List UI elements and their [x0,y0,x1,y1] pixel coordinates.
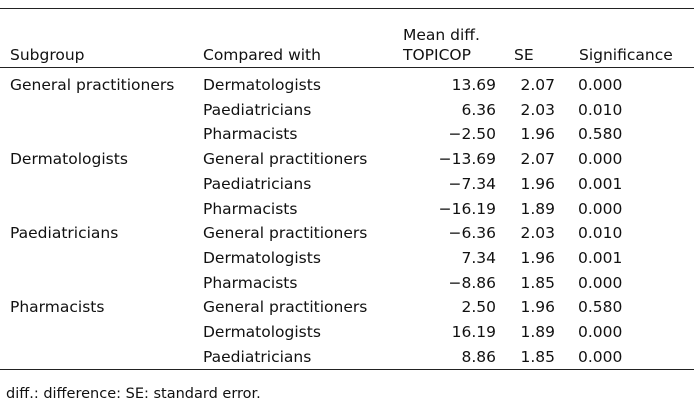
cell-compared-with: General practitioners [203,224,368,243]
cell-se: 1.89 [520,199,555,218]
table-row: Paediatricians General practitioners −6.36… [0,221,694,246]
cell-se: 2.07 [520,76,555,94]
cell-se: 1.89 [520,323,555,342]
cell-subgroup [0,98,193,123]
table-footnote: diff.: difference: SE: standard error. [6,386,261,402]
cell-mean-diff: −2.50 [448,125,497,144]
cell-significance: 0.000 [578,76,623,94]
cell-mean-diff: −6.36 [448,224,497,243]
cell-subgroup: General practitioners [10,76,175,94]
cell-compared-with: Pharmacists [203,125,298,144]
cell-se: 1.96 [520,174,555,193]
cell-se: 1.96 [520,125,555,144]
cell-subgroup [0,345,193,370]
cell-compared-with: Dermatologists [203,76,321,94]
cell-se: 2.07 [520,150,555,169]
cell-subgroup: Paediatricians [10,224,119,243]
cell-se: 1.85 [520,273,555,292]
table-bottom-rule [0,369,694,371]
cell-subgroup: Pharmacists [10,298,105,317]
cell-significance: 0.000 [578,199,623,218]
cell-se: 2.03 [520,224,555,243]
cell-compared-with: Pharmacists [203,273,298,292]
cell-compared-with: General practitioners [203,298,368,317]
table-row: Pharmacists −2.50 1.96 0.580 [0,122,694,147]
cell-mean-diff: −16.19 [438,199,496,218]
cell-se: 2.03 [520,100,555,119]
cell-subgroup [0,197,193,222]
table-header-rule [0,67,694,68]
header-significance: Significance [579,46,673,64]
cell-significance: 0.000 [578,347,623,366]
cell-mean-diff: −8.86 [448,273,497,292]
cell-mean-diff: 13.69 [451,76,496,94]
table-row: Dermatologists 16.19 1.89 0.000 [0,320,694,345]
cell-mean-diff: 6.36 [461,100,496,119]
cell-significance: 0.000 [578,323,623,342]
table-row: Dermatologists 7.34 1.96 0.001 [0,246,694,271]
cell-subgroup: Dermatologists [10,150,128,169]
header-compared-with: Compared with [203,46,321,64]
header-mean-diff: Mean diff. TOPICOP [395,9,502,67]
cell-se: 1.96 [520,248,555,267]
cell-compared-with: Dermatologists [203,248,321,267]
cell-significance: 0.580 [578,125,623,144]
cell-significance: 0.001 [578,174,623,193]
cell-significance: 0.000 [578,150,623,169]
table-row: Paediatricians 8.86 1.85 0.000 [0,345,694,370]
cell-compared-with: Pharmacists [203,199,298,218]
table-row: Paediatricians −7.34 1.96 0.001 [0,172,694,197]
table-header-row: Subgroup Compared with Mean diff. TOPICOP… [0,9,694,67]
cell-significance: 0.000 [578,273,623,292]
cell-significance: 0.001 [578,248,623,267]
cell-compared-with: Paediatricians [203,100,312,119]
cell-significance: 0.010 [578,224,623,243]
cell-mean-diff: 7.34 [461,248,496,267]
cell-mean-diff: 2.50 [461,298,496,317]
header-se: SE [514,46,534,64]
table-row: Pharmacists −8.86 1.85 0.000 [0,271,694,296]
header-subgroup: Subgroup [10,46,85,64]
cell-subgroup [0,271,193,296]
table-row: General practitioners Dermatologists 13.69… [0,68,694,98]
cell-mean-diff: 16.19 [451,323,496,342]
cell-se: 1.96 [520,298,555,317]
cell-subgroup [0,320,193,345]
table-row: Dermatologists General practitioners −13.6… [0,147,694,172]
cell-subgroup [0,246,193,271]
table-row: Pharmacists General practitioners 2.50 1.96… [0,295,694,320]
cell-subgroup [0,172,193,197]
header-mean-diff-line2: TOPICOP [403,46,471,64]
cell-mean-diff: 8.86 [461,347,496,366]
cell-compared-with: General practitioners [203,150,368,169]
table-body: General practitioners Dermatologists 13.69… [0,68,694,369]
cell-se: 1.85 [520,347,555,366]
table-row: Pharmacists −16.19 1.89 0.000 [0,197,694,222]
cell-significance: 0.010 [578,100,623,119]
cell-mean-diff: −7.34 [448,174,497,193]
results-table: Subgroup Compared with Mean diff. TOPICOP… [0,9,694,369]
cell-compared-with: Dermatologists [203,323,321,342]
table-top-rule [0,8,694,9]
cell-compared-with: Paediatricians [203,174,312,193]
table-row: Paediatricians 6.36 2.03 0.010 [0,98,694,123]
cell-mean-diff: −13.69 [438,150,496,169]
cell-subgroup [0,122,193,147]
header-mean-diff-line1: Mean diff. [403,26,480,44]
results-table-container: Subgroup Compared with Mean diff. TOPICOP… [0,8,694,371]
cell-compared-with: Paediatricians [203,347,312,366]
cell-significance: 0.580 [578,298,623,317]
